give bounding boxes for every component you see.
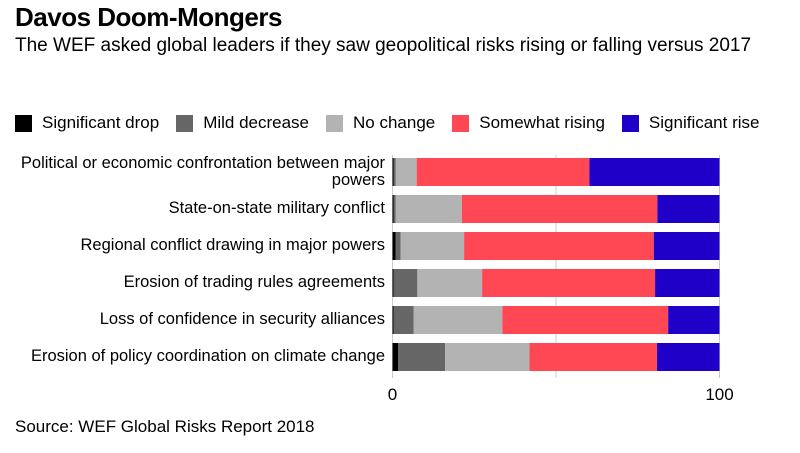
y-axis-label-text: Political or economic confrontation betw… xyxy=(20,155,385,189)
bar-segment xyxy=(392,232,396,260)
bar-segment xyxy=(445,343,530,371)
y-axis-label: State-on-state military conflict xyxy=(15,200,385,219)
bar-segment xyxy=(529,343,658,371)
x-tick-label: 100 xyxy=(705,385,734,404)
bar-segment xyxy=(655,269,720,297)
bar-segment xyxy=(392,306,394,334)
legend-swatch xyxy=(176,114,194,132)
bar-segment xyxy=(502,306,669,334)
legend-swatch xyxy=(326,114,344,132)
bar-segment xyxy=(392,343,399,371)
bar-segment xyxy=(464,232,654,260)
bar-segment xyxy=(395,195,462,223)
chart-title: Davos Doom-Mongers xyxy=(15,2,282,32)
bar-segment xyxy=(395,232,401,260)
legend-label: Significant drop xyxy=(42,113,160,132)
y-axis-label: Erosion of policy coordination on climat… xyxy=(15,348,385,367)
bar-segment xyxy=(657,343,720,371)
y-axis-label: Erosion of trading rules agreements xyxy=(15,274,385,293)
y-axis-label: Political or economic confrontation betw… xyxy=(15,155,385,191)
legend-swatch xyxy=(15,114,32,132)
bar-segment xyxy=(398,343,446,371)
legend: Significant drop Mild decrease No change So… xyxy=(15,113,776,133)
legend-swatch xyxy=(452,114,470,132)
legend-item: Mild decrease xyxy=(176,113,309,133)
legend-label: Somewhat rising xyxy=(479,113,605,132)
bar-segment xyxy=(393,158,396,186)
legend-label: Significant rise xyxy=(648,113,760,132)
bar-segment xyxy=(482,269,656,297)
bar-segment xyxy=(393,195,396,223)
x-tick-label: 0 xyxy=(387,385,398,404)
y-axis-label-text: Erosion of trading rules agreements xyxy=(123,274,385,291)
legend-label: No change xyxy=(353,113,436,132)
source-note: Source: WEF Global Risks Report 2018 xyxy=(15,417,315,436)
y-axis-label-text: State-on-state military conflict xyxy=(168,200,385,217)
chart-subtitle: The WEF asked global leaders if they saw… xyxy=(15,35,752,56)
legend-item: No change xyxy=(326,113,435,133)
legend-swatch xyxy=(621,114,639,132)
y-axis-label-text: Erosion of policy coordination on climat… xyxy=(30,348,385,365)
y-axis-label: Regional conflict drawing in major power… xyxy=(15,237,385,256)
bar-segment xyxy=(416,158,590,186)
bar-segment xyxy=(417,269,483,297)
bar-segment xyxy=(589,158,720,186)
y-axis-label-text: Regional conflict drawing in major power… xyxy=(80,237,385,254)
bar-segment xyxy=(393,269,418,297)
bar-segment xyxy=(393,306,414,334)
bar-segment xyxy=(461,195,658,223)
bar-segment xyxy=(400,232,465,260)
bar-segment xyxy=(392,195,394,223)
y-axis-label: Loss of confidence in security alliances xyxy=(15,311,385,330)
bar-segment xyxy=(668,306,720,334)
bar-segment xyxy=(395,158,417,186)
y-axis-label-text: Loss of confidence in security alliances xyxy=(99,311,385,328)
legend-label: Mild decrease xyxy=(203,113,310,132)
bar-segment xyxy=(653,232,720,260)
legend-item: Significant drop xyxy=(15,113,159,133)
bar-segment xyxy=(392,269,394,297)
legend-item: Significant rise xyxy=(621,113,760,133)
bar-segment xyxy=(657,195,720,223)
bar-segment xyxy=(392,158,394,186)
bar-segment xyxy=(413,306,503,334)
legend-item: Somewhat rising xyxy=(452,113,605,133)
